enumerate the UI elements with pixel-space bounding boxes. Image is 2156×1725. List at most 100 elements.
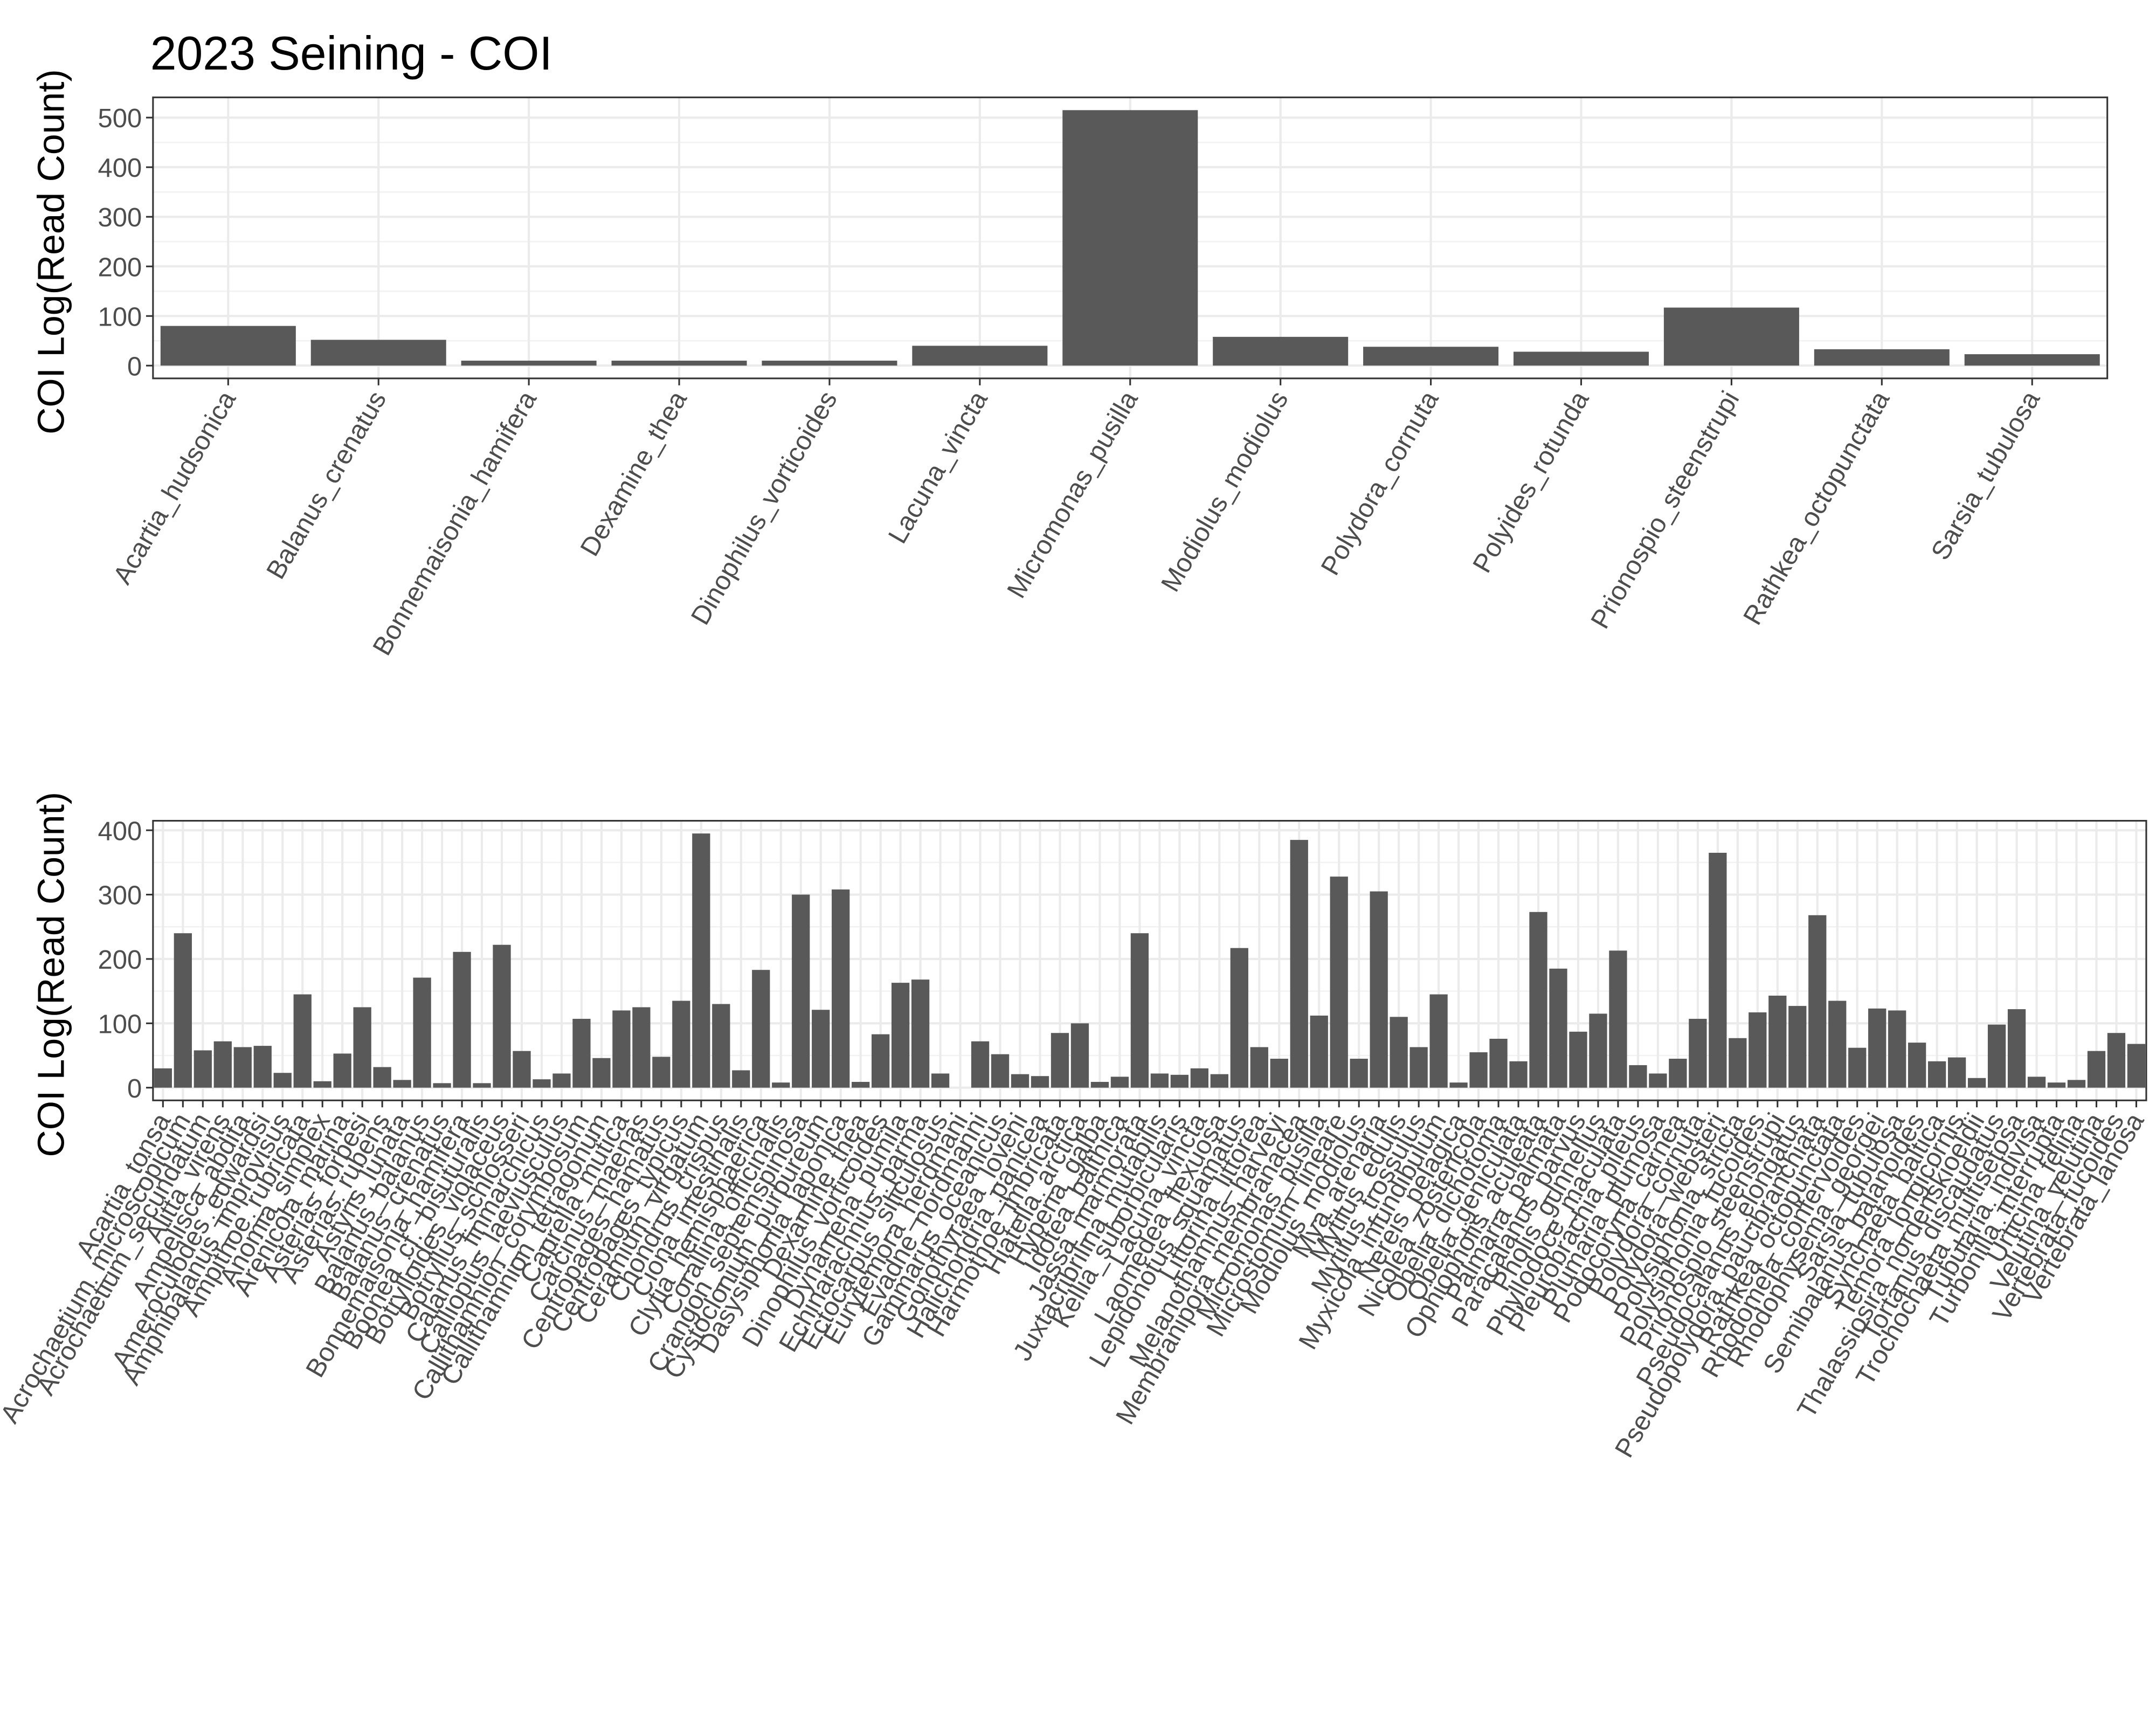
bar	[1549, 968, 1567, 1088]
bar	[1749, 1012, 1767, 1088]
bar	[310, 340, 446, 366]
bar	[393, 1080, 411, 1088]
y-tick-label: 400	[98, 154, 142, 183]
bar	[1370, 891, 1388, 1088]
bar	[313, 1081, 331, 1088]
bar	[253, 1046, 272, 1088]
bar	[912, 346, 1048, 366]
bar	[1729, 1038, 1747, 1088]
bar	[1449, 1082, 1468, 1088]
bar	[1788, 1006, 1807, 1088]
bar	[1569, 1031, 1587, 1088]
bar	[1390, 1017, 1408, 1088]
bar	[1070, 1023, 1089, 1088]
bar	[1190, 1068, 1208, 1088]
bar	[611, 361, 747, 366]
bar	[1987, 1024, 2006, 1088]
bar	[971, 1041, 990, 1088]
bar	[872, 1034, 890, 1088]
bar	[1669, 1058, 1687, 1088]
bar	[373, 1067, 391, 1088]
bar	[1051, 1033, 1069, 1088]
bar	[2047, 1082, 2066, 1088]
bar	[333, 1053, 351, 1088]
bar	[1649, 1073, 1667, 1088]
bar	[792, 894, 810, 1088]
bar	[772, 1082, 790, 1088]
bar	[1868, 1008, 1887, 1088]
bar	[461, 361, 597, 366]
bar	[433, 1083, 451, 1088]
bar	[1011, 1074, 1029, 1088]
bar	[762, 361, 897, 366]
bar	[194, 1050, 212, 1088]
y-tick-label: 100	[98, 1010, 142, 1039]
bar	[293, 994, 312, 1088]
bar	[353, 1007, 371, 1088]
bar	[1768, 995, 1787, 1088]
chart-title: 2023 Seining - COI	[150, 27, 552, 80]
y-axis-title: COI Log(Read Count)	[30, 792, 72, 1157]
bar	[1828, 1000, 1847, 1088]
bar	[652, 1057, 671, 1088]
bar	[991, 1054, 1010, 1088]
bar	[1363, 347, 1499, 366]
y-tick-label: 200	[98, 253, 142, 282]
bar	[1350, 1058, 1368, 1088]
bar	[1609, 950, 1627, 1088]
bar	[513, 1051, 531, 1088]
bar	[453, 951, 471, 1088]
bar	[612, 1010, 631, 1088]
bar	[1629, 1065, 1647, 1088]
bar	[1090, 1081, 1109, 1088]
bar	[552, 1073, 571, 1088]
bar	[1663, 307, 1799, 366]
bar	[1213, 336, 1349, 366]
bar	[672, 1000, 690, 1088]
bar	[1330, 877, 1348, 1088]
y-tick-label: 0	[127, 1074, 142, 1103]
bar	[712, 1004, 730, 1088]
bar	[832, 889, 850, 1088]
bar	[1808, 915, 1827, 1088]
bar	[1814, 349, 1950, 366]
bar	[1689, 1018, 1707, 1088]
bar	[1031, 1076, 1049, 1088]
bar	[1709, 852, 1727, 1088]
bar	[273, 1073, 292, 1088]
bar	[1927, 1061, 1946, 1088]
bar	[1409, 1047, 1428, 1088]
y-tick-label: 300	[98, 881, 142, 910]
bar	[1908, 1043, 1926, 1088]
bar	[1270, 1058, 1288, 1088]
bar	[2107, 1033, 2126, 1088]
bar	[533, 1079, 551, 1088]
bar	[1429, 994, 1448, 1088]
bar	[2087, 1051, 2106, 1088]
bar	[1469, 1052, 1488, 1088]
bar	[931, 1073, 950, 1088]
bar	[1170, 1074, 1189, 1088]
bar	[1150, 1073, 1169, 1088]
bar	[572, 1018, 591, 1088]
bar	[174, 933, 192, 1088]
bar	[2027, 1077, 2046, 1088]
bar	[413, 977, 431, 1088]
bar	[233, 1047, 252, 1088]
bar	[154, 1068, 172, 1088]
bar	[1250, 1047, 1268, 1088]
bar	[1888, 1010, 1906, 1088]
y-tick-label: 100	[98, 302, 142, 332]
bar	[592, 1058, 611, 1088]
bar	[692, 833, 710, 1088]
bar	[911, 979, 930, 1088]
bar	[473, 1083, 491, 1088]
bar	[1848, 1047, 1867, 1088]
bar	[1589, 1013, 1607, 1088]
y-tick-label: 400	[98, 817, 142, 846]
panel-border	[152, 820, 2147, 1101]
bar	[1230, 948, 1248, 1088]
bar	[1529, 912, 1547, 1088]
